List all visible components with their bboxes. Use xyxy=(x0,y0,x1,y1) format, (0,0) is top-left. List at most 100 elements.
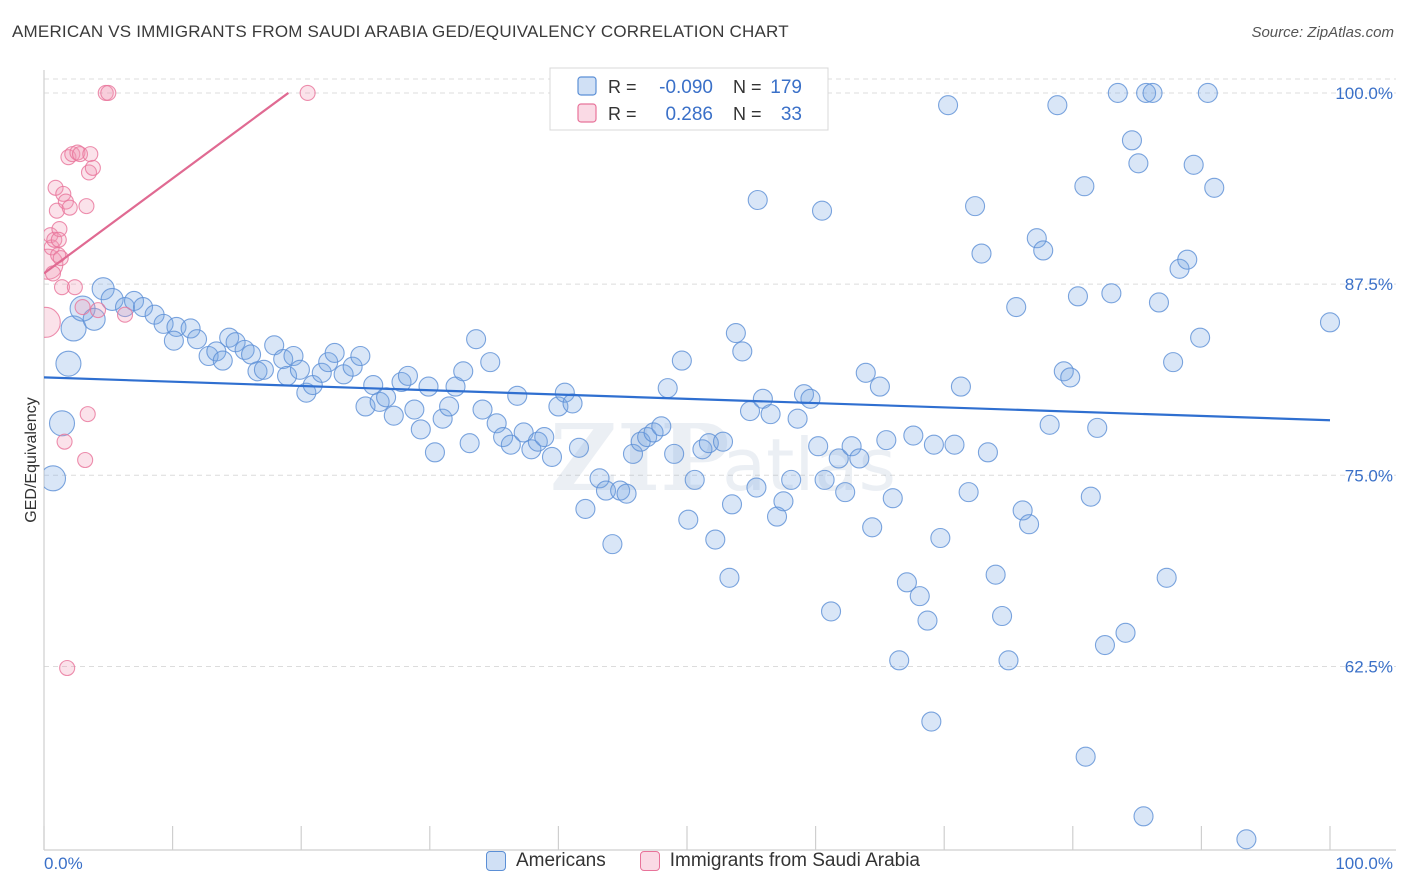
americans-point-104 xyxy=(808,436,829,457)
americans-point-30 xyxy=(289,359,310,380)
americans-point-119 xyxy=(909,586,930,607)
americans-point-163 xyxy=(1319,312,1341,333)
americans-point-162 xyxy=(1204,177,1225,198)
legend-swatch-americans xyxy=(577,76,597,96)
americans-point-14 xyxy=(180,318,201,339)
americans-point-54 xyxy=(459,433,480,454)
bottom-legend-item-saudi: Immigrants from Saudi Arabia xyxy=(639,850,920,872)
saudi-point-20 xyxy=(69,144,86,161)
americans-point-165 xyxy=(811,200,833,221)
americans-point-37 xyxy=(342,356,363,377)
americans-point-5 xyxy=(82,307,106,331)
legend: R = -0.090 N = 179 R = 0.286 N = 33 xyxy=(549,67,829,131)
saudi-point-19 xyxy=(66,279,83,296)
americans-point-24 xyxy=(247,361,268,382)
americans-point-166 xyxy=(721,494,743,515)
americans-point-84 xyxy=(671,350,692,371)
americans-point-118 xyxy=(903,425,924,446)
saudi-point-4 xyxy=(44,265,62,282)
legend-n-label-1: N = xyxy=(733,77,762,97)
saudi-point-29 xyxy=(89,302,107,319)
saudi-point-24 xyxy=(78,198,95,215)
legend-r-value-1: -0.090 xyxy=(659,77,713,98)
americans-point-62 xyxy=(513,422,534,443)
bottom-legend-label-saudi: Immigrants from Saudi Arabia xyxy=(669,850,920,871)
americans-point-97 xyxy=(760,404,781,425)
americans-point-82 xyxy=(657,378,678,399)
americans-point-95 xyxy=(746,477,767,498)
data-points xyxy=(44,82,1341,850)
saudi-point-31 xyxy=(100,84,117,101)
saudi-point-11 xyxy=(53,279,71,296)
bottom-legend: Americans Immigrants from Saudi Arabia xyxy=(0,850,1406,872)
americans-point-108 xyxy=(835,482,856,503)
saudi-point-2 xyxy=(44,227,59,244)
americans-point-141 xyxy=(1060,367,1081,388)
americans-point-70 xyxy=(568,437,590,458)
americans-point-136 xyxy=(1026,228,1047,249)
americans-point-3 xyxy=(60,315,87,342)
americans-point-147 xyxy=(1101,283,1122,304)
americans-point-156 xyxy=(1163,352,1184,373)
americans-point-146 xyxy=(1094,635,1115,656)
americans-point-110 xyxy=(849,448,870,469)
americans-point-53 xyxy=(453,361,474,382)
americans-point-154 xyxy=(1148,292,1170,313)
americans-point-50 xyxy=(432,408,453,429)
americans-point-55 xyxy=(466,329,487,350)
y-tick-label-2: 87.5% xyxy=(1345,275,1393,294)
americans-point-139 xyxy=(1047,95,1068,116)
americans-point-35 xyxy=(324,342,345,363)
americans-point-112 xyxy=(862,517,883,538)
trend-lines xyxy=(44,92,1331,422)
americans-point-159 xyxy=(1183,154,1204,175)
americans-point-76 xyxy=(616,483,637,504)
americans-point-137 xyxy=(1033,240,1054,261)
americans-point-122 xyxy=(930,527,951,549)
americans-point-158 xyxy=(1177,249,1198,270)
americans-point-144 xyxy=(1080,486,1101,507)
americans-point-167 xyxy=(921,711,942,732)
americans-point-19 xyxy=(212,350,233,371)
axes xyxy=(43,70,1396,851)
americans-point-130 xyxy=(985,564,1006,585)
saudi-point-27 xyxy=(82,146,99,163)
americans-point-83 xyxy=(664,443,685,464)
saudi-point-15 xyxy=(59,659,76,677)
americans-point-61 xyxy=(507,385,528,406)
americans-point-91 xyxy=(719,567,740,588)
americans-point-38 xyxy=(350,345,371,367)
americans-point-59 xyxy=(493,427,514,448)
americans-point-43 xyxy=(383,405,404,426)
x-tick-label-0: 0.0% xyxy=(44,854,83,873)
americans-point-25 xyxy=(253,359,274,380)
americans-point-124 xyxy=(944,434,965,455)
americans-point-47 xyxy=(410,419,431,440)
bottom-legend-swatch-saudi xyxy=(639,851,660,871)
americans-point-155 xyxy=(1156,567,1177,588)
americans-point-127 xyxy=(965,196,986,217)
legend-n-value-2: 33 xyxy=(781,104,802,125)
watermark: ZIP atlas xyxy=(550,404,896,512)
chart-title: AMERICAN VS IMMIGRANTS FROM SAUDI ARABIA… xyxy=(12,22,789,41)
americans-point-33 xyxy=(311,362,332,383)
americans-point-77 xyxy=(622,443,644,464)
americans-point-86 xyxy=(684,469,705,490)
americans-point-132 xyxy=(998,650,1019,671)
bottom-legend-item-americans: Americans xyxy=(485,850,606,872)
americans-point-57 xyxy=(480,352,501,373)
y-tick-label-0: 62.5% xyxy=(1345,657,1393,676)
americans-point-143 xyxy=(1074,176,1095,197)
americans-point-89 xyxy=(705,529,726,550)
saudi-point-28 xyxy=(84,159,101,176)
americans-point-115 xyxy=(882,488,903,509)
americans-point-16 xyxy=(186,329,208,350)
saudi-point-33 xyxy=(299,84,316,101)
americans-point-161 xyxy=(1197,82,1218,103)
americans-point-0 xyxy=(44,465,67,492)
americans-point-153 xyxy=(1142,82,1163,103)
americans-point-87 xyxy=(692,439,713,460)
americans-point-44 xyxy=(391,371,412,393)
americans-point-148 xyxy=(1107,82,1128,103)
